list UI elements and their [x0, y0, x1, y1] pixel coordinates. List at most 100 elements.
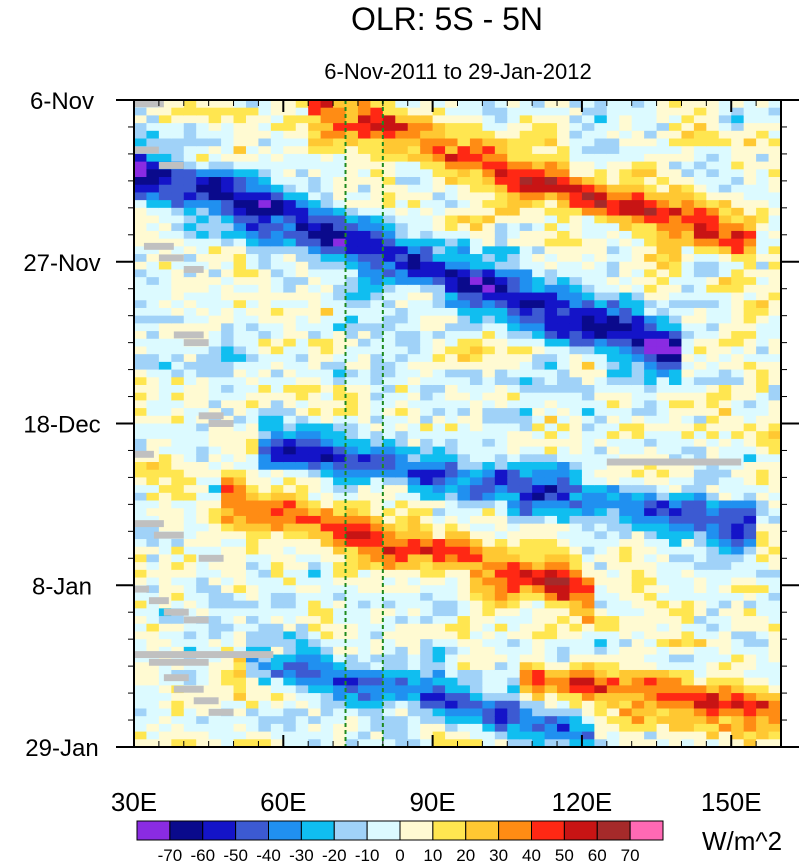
heat-cell [382, 669, 396, 679]
heat-cell [756, 400, 770, 409]
heat-cell [731, 246, 745, 255]
heat-cell [432, 577, 446, 586]
heat-cell [718, 515, 732, 525]
heat-cell [196, 123, 210, 132]
heat-cell [681, 515, 695, 525]
heat-cell [469, 693, 483, 702]
colorbar-label: -20 [322, 846, 347, 863]
heat-cell [333, 616, 347, 625]
heat-cell [631, 716, 645, 725]
heat-cell [308, 685, 322, 694]
heat-cell [420, 392, 434, 401]
heat-cell [283, 539, 297, 548]
heat-cell [382, 115, 396, 124]
heat-cell [644, 254, 658, 263]
y-tick-label: 8-Jan [32, 573, 92, 600]
heat-cell [134, 446, 148, 455]
heat-cell [469, 500, 483, 509]
heat-cell [656, 246, 670, 255]
heat-cell [345, 107, 359, 116]
heat-cell [681, 477, 695, 486]
heat-cell [631, 130, 645, 140]
heat-cell [258, 123, 272, 132]
heat-cell [619, 415, 633, 425]
heat-cell [357, 700, 371, 710]
heat-cell [283, 562, 297, 571]
heat-cell [619, 631, 633, 640]
heat-cell [669, 500, 683, 509]
heat-cell [693, 646, 707, 656]
heat-cell [382, 500, 396, 509]
heat-cell [743, 639, 757, 648]
heat-cell [183, 677, 197, 686]
heat-cell [544, 639, 558, 648]
heat-cell [606, 523, 620, 532]
heat-cell [432, 400, 446, 409]
heat-cell [345, 739, 359, 747]
heat-cell [557, 369, 571, 378]
heat-cell [382, 100, 396, 109]
colorbar-label: 40 [522, 846, 541, 863]
heat-cell [233, 315, 247, 324]
heat-cell [532, 269, 546, 278]
heat-cell [196, 261, 210, 271]
heat-cell [681, 677, 695, 686]
heat-cell [407, 269, 421, 278]
heat-cell [706, 546, 720, 556]
heat-cell [581, 277, 595, 286]
heat-cell [693, 100, 707, 109]
heat-cell [420, 315, 434, 324]
heat-cell [693, 669, 707, 679]
heat-cell [631, 438, 645, 448]
heat-cell [357, 123, 371, 132]
heat-cell [743, 246, 757, 255]
heat-cell [158, 492, 172, 502]
heat-cell [606, 361, 620, 371]
heat-cell [631, 415, 645, 425]
y-tick-label: 29-Jan [25, 735, 98, 762]
heat-cell [432, 438, 446, 448]
heat-cell [656, 693, 670, 702]
heat-cell [731, 708, 745, 717]
heat-cell [432, 354, 446, 363]
heat-cell [295, 477, 309, 486]
heat-cell [656, 500, 670, 509]
heat-cell [519, 138, 533, 147]
heat-cell [669, 161, 683, 170]
heat-cell [756, 731, 770, 740]
heat-cell [519, 323, 533, 332]
heat-cell [507, 161, 521, 170]
heat-cell [706, 462, 720, 471]
heat-cell [382, 454, 396, 463]
heat-cell [569, 431, 583, 440]
heat-cell [656, 184, 670, 194]
heat-cell [308, 207, 322, 217]
heat-cell [245, 207, 260, 217]
heat-cell [221, 123, 235, 132]
heat-cell [681, 123, 695, 132]
heat-cell [656, 123, 670, 132]
heat-cell [706, 100, 720, 109]
heat-cell [743, 161, 757, 170]
heat-cell [581, 462, 595, 471]
heat-cell [557, 100, 571, 109]
heat-cell [333, 200, 347, 209]
heat-cell [619, 492, 633, 502]
heat-cell [283, 346, 297, 355]
heat-cell [357, 462, 371, 471]
heat-cell [606, 469, 620, 479]
heat-cell [208, 623, 222, 633]
heat-cell [370, 115, 384, 124]
heat-cell [221, 469, 235, 479]
heat-cell [457, 654, 471, 663]
heat-cell [208, 223, 222, 232]
heat-cell [382, 153, 396, 163]
heat-cell [631, 485, 645, 494]
heat-cell [706, 654, 720, 663]
heat-cell [457, 408, 471, 417]
heat-cell [395, 153, 409, 163]
heat-cell [718, 600, 732, 609]
heat-cell [532, 230, 546, 240]
colorbar-swatch [333, 820, 368, 841]
heat-cell [669, 669, 683, 679]
